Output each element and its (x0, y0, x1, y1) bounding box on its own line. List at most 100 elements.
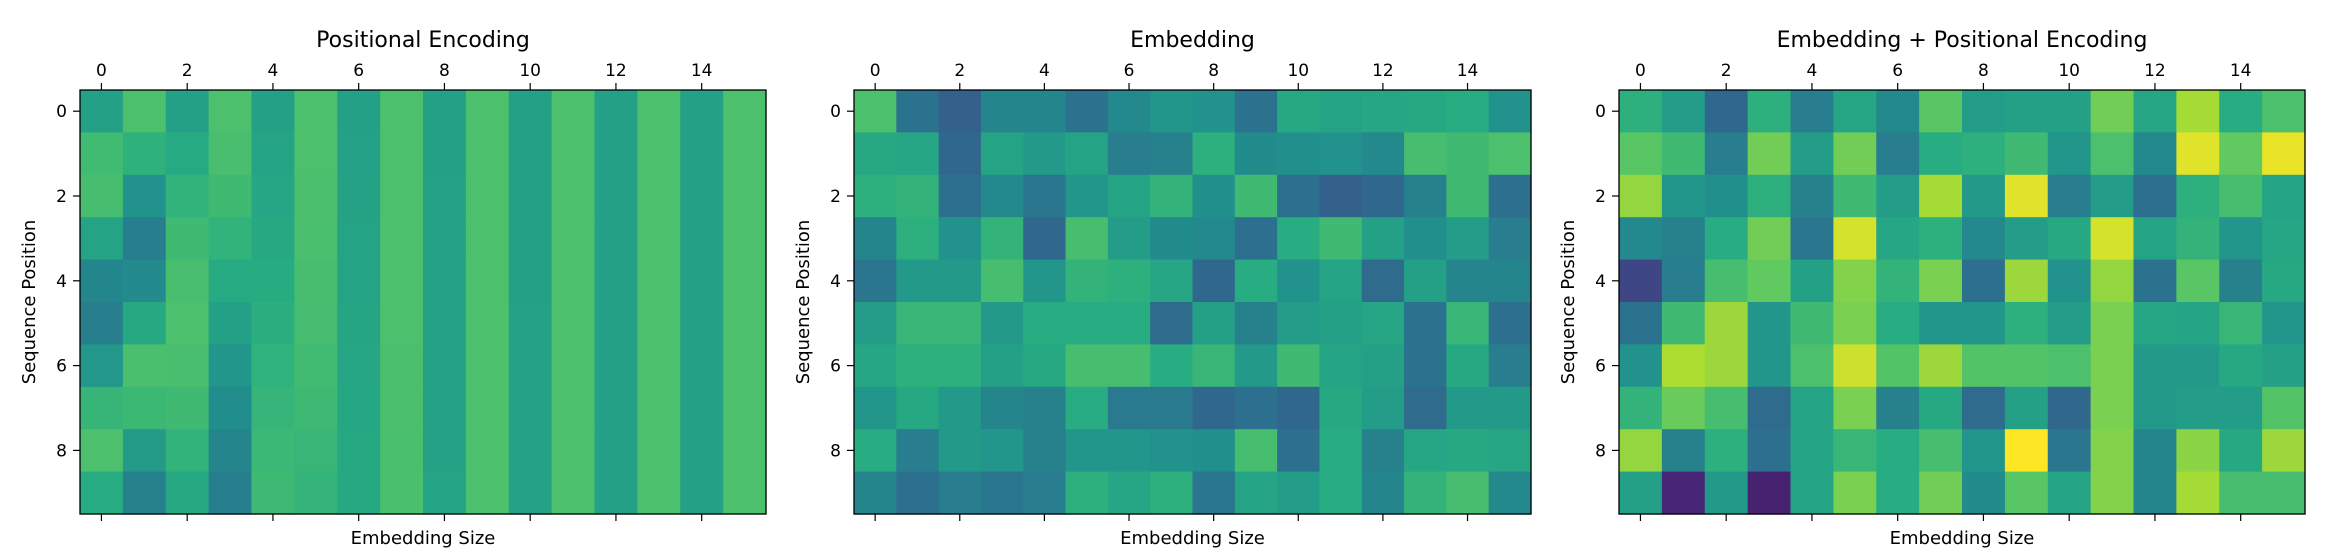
x-tick-label: 10 (2058, 61, 2080, 81)
heatmap-cell (1192, 471, 1236, 515)
heatmap-cell (2219, 302, 2263, 345)
heatmap-cell (1833, 386, 1877, 430)
heatmap-cell (80, 174, 124, 218)
heatmap-cell (1876, 132, 1920, 176)
heatmap-cell (1488, 132, 1532, 176)
x-tick-label: 6 (353, 61, 364, 81)
heatmap-cell (1876, 344, 1920, 388)
heatmap-cell (1319, 471, 1363, 515)
heatmap-cell (1919, 471, 1963, 515)
heatmap-cell (1446, 386, 1490, 430)
heatmap-cell (2262, 132, 2306, 176)
heatmap-cell (2262, 174, 2306, 218)
heatmap-cell (1790, 386, 1834, 430)
heatmap-cell (1747, 471, 1792, 515)
heatmap-cell (2219, 259, 2263, 303)
heatmap-cell (1876, 217, 1920, 261)
y-tick-label: 8 (830, 441, 841, 461)
heatmap-cell (1661, 344, 1706, 388)
heatmap-cell (380, 302, 424, 345)
heatmap-cell (938, 386, 982, 430)
heatmap-cell (1192, 302, 1236, 345)
heatmap-cell (1404, 429, 1447, 473)
heatmap-cell (2133, 386, 2177, 430)
heatmap-cell (1065, 302, 1109, 345)
y-tick-label: 8 (56, 441, 67, 461)
heatmap-cell (423, 132, 467, 176)
heatmap-cell (337, 344, 381, 388)
heatmap-cell (1619, 259, 1663, 303)
x-tick-label: 4 (1039, 61, 1050, 81)
heatmap-cell (1065, 471, 1109, 515)
heatmap-cell (637, 217, 681, 261)
heatmap-cell (1446, 259, 1490, 303)
heatmap-cell (854, 174, 897, 218)
heatmap-cell (1065, 259, 1109, 303)
heatmap-cell (2090, 471, 2135, 515)
heatmap-cell (508, 259, 553, 303)
heatmap-cell (423, 302, 467, 345)
heatmap-cell (1833, 344, 1877, 388)
heatmap-cell (508, 90, 553, 133)
heatmap-cell (1192, 344, 1236, 388)
heatmap-cell (938, 471, 982, 515)
heatmap-cell (1488, 386, 1532, 430)
heatmap-cell (1488, 302, 1532, 345)
heatmap-cell (122, 217, 167, 261)
heatmap-cell (1150, 90, 1194, 133)
heatmap-cell (2090, 344, 2135, 388)
heatmap-cell (1833, 302, 1877, 345)
heatmap-cell (465, 471, 510, 515)
axes-frame (1618, 89, 2306, 515)
heatmap-cell (380, 259, 424, 303)
chart-title: Embedding + Positional Encoding (1777, 28, 2148, 53)
heatmap-cell (2047, 132, 2092, 176)
heatmap-cell (938, 302, 982, 345)
heatmap-cell (1361, 90, 1405, 133)
heatmap-cell (2262, 217, 2306, 261)
heatmap-cell (1023, 429, 1067, 473)
heatmap-cell (896, 132, 940, 176)
heatmap-cell (723, 302, 767, 345)
heatmap-cell (1747, 259, 1792, 303)
x-tick-label: 8 (1978, 61, 1989, 81)
y-tick-label: 2 (1595, 187, 1606, 207)
heatmap-cell (980, 386, 1024, 430)
heatmap-cell (680, 471, 724, 515)
heatmap-cell (122, 302, 167, 345)
heatmap-cell (1065, 217, 1109, 261)
heatmap-cell (2262, 429, 2306, 473)
heatmap-cell (1876, 471, 1920, 515)
x-tick-label: 6 (1892, 61, 1903, 81)
heatmap-cell (854, 132, 897, 176)
heatmap-panel-embedding-plus-positional-encoding: Embedding + Positional Encoding 0 2 4 6 8 10 12… (1558, 28, 2306, 549)
heatmap-cell (637, 344, 681, 388)
heatmap-cell (165, 174, 210, 218)
heatmap-cell (165, 429, 210, 473)
heatmap-cell (1619, 471, 1663, 515)
heatmap-cell (208, 259, 253, 303)
heatmap-cell (1488, 471, 1532, 515)
heatmap-cell (2047, 344, 2092, 388)
heatmap-cell (1023, 217, 1067, 261)
heatmap-cell (1234, 217, 1278, 261)
heatmap-cell (380, 471, 424, 515)
heatmap-cell (337, 471, 381, 515)
heatmap-cell (251, 90, 295, 133)
y-tick-label: 4 (1595, 272, 1606, 292)
heatmap-cell (337, 429, 381, 473)
heatmap-cell (1919, 344, 1963, 388)
heatmap-cell (2090, 259, 2135, 303)
heatmap-cell (1404, 471, 1447, 515)
heatmap-cell (680, 259, 724, 303)
heatmap-cell (1704, 471, 1749, 515)
heatmap-cell (1192, 90, 1236, 133)
heatmap-cell (1234, 429, 1278, 473)
heatmap-cell (1790, 344, 1834, 388)
heatmap-cell (980, 429, 1024, 473)
heatmap-cell (1107, 344, 1151, 388)
heatmap-cell (1704, 259, 1749, 303)
heatmap-cell (1619, 174, 1663, 218)
heatmap-cell (208, 344, 253, 388)
x-axis-label: Embedding Size (351, 528, 496, 549)
